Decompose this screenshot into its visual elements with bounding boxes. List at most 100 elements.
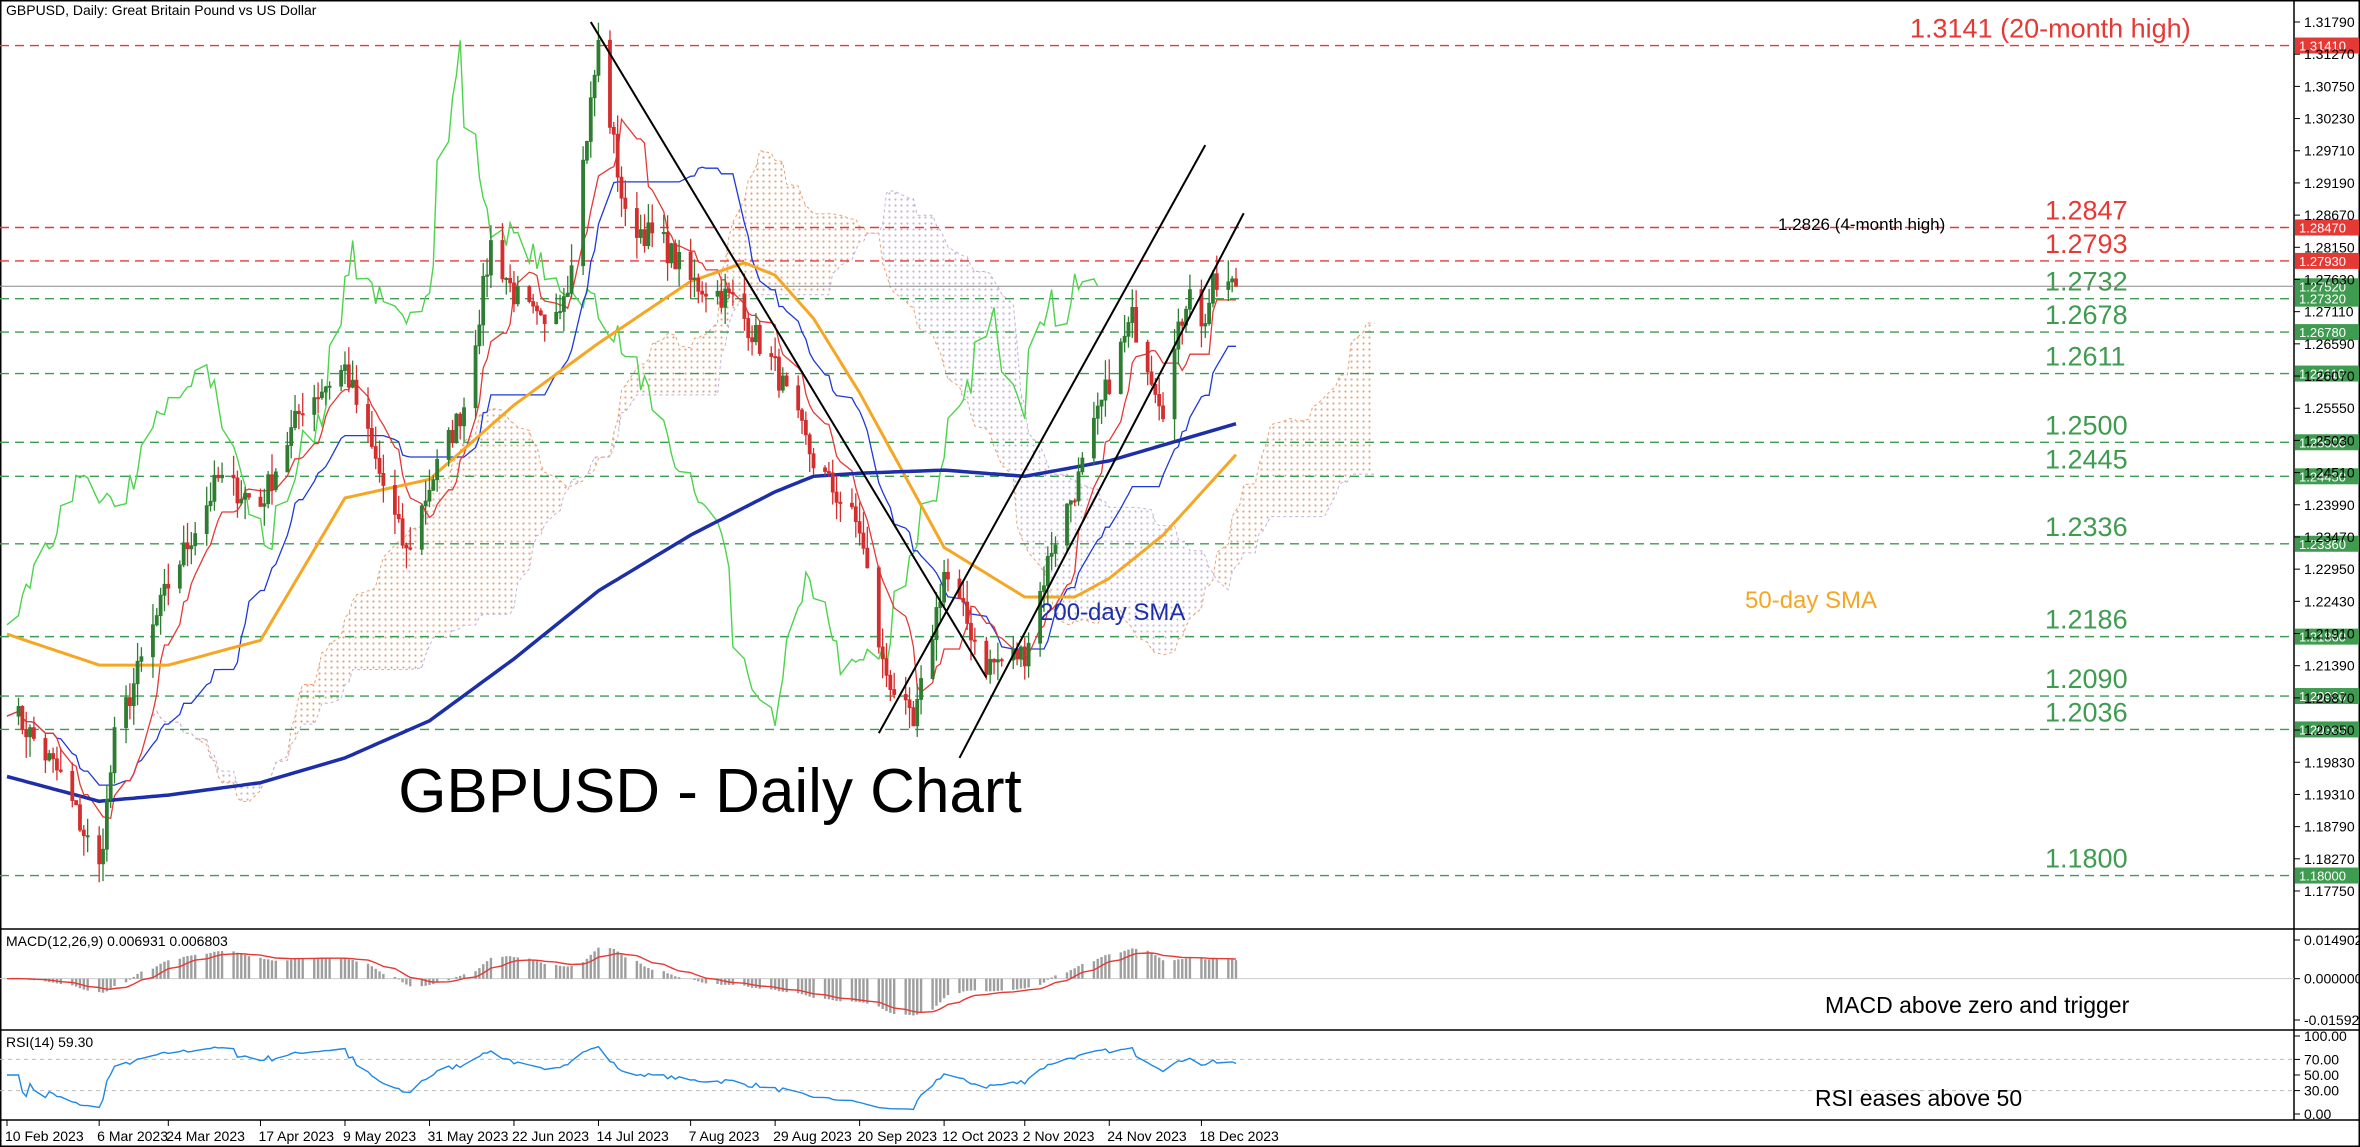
candle-down bbox=[1161, 405, 1165, 420]
cloud-segment bbox=[510, 420, 514, 615]
cloud-segment bbox=[886, 191, 891, 288]
candle-up bbox=[151, 624, 155, 658]
price-tick-label: 1.22430 bbox=[2304, 593, 2355, 609]
candle-up bbox=[515, 286, 520, 305]
cloud-segment bbox=[832, 213, 837, 274]
cloud-segment bbox=[1024, 404, 1029, 553]
date-tick-label: 12 Oct 2023 bbox=[942, 1128, 1018, 1144]
price-tick-label: 1.19830 bbox=[2304, 754, 2355, 770]
candle-down bbox=[216, 474, 221, 479]
cloud-segment bbox=[475, 415, 480, 625]
cloud-segment bbox=[940, 230, 945, 367]
cloud-segment bbox=[648, 344, 653, 395]
cloud-segment bbox=[529, 430, 534, 569]
candle-down bbox=[830, 472, 835, 493]
candle-up bbox=[565, 292, 570, 298]
candle-down bbox=[673, 243, 678, 270]
candle-up bbox=[181, 542, 186, 566]
candle-up bbox=[1230, 278, 1235, 283]
cloud-segment bbox=[1186, 541, 1190, 627]
candle-up bbox=[1080, 457, 1085, 473]
candle-down bbox=[377, 457, 382, 474]
date-tick-label: 22 Jun 2023 bbox=[512, 1128, 589, 1144]
price-tick-label: 1.18270 bbox=[2304, 851, 2355, 867]
cloud-segment bbox=[1013, 304, 1018, 527]
candle-up bbox=[85, 835, 90, 838]
candle-down bbox=[834, 491, 839, 503]
cloud-segment bbox=[1343, 374, 1348, 483]
candle-up bbox=[446, 429, 451, 460]
candle-down bbox=[800, 409, 804, 421]
cloud-segment bbox=[1266, 424, 1271, 525]
cloud-segment bbox=[959, 254, 964, 400]
level-price-tag-label: 1.24450 bbox=[2299, 469, 2346, 484]
candle-down bbox=[508, 278, 513, 284]
price-axis: 1.31790 1.31270 1.30750 1.30230 1.29710 1.291… bbox=[2294, 14, 2355, 899]
cloud-segment bbox=[245, 785, 249, 802]
level-label-1.28470: 1.2847 bbox=[2045, 195, 2128, 225]
price-tick-label: 1.20870 bbox=[2304, 690, 2355, 706]
candle-down bbox=[1145, 341, 1150, 373]
candle-down bbox=[43, 738, 48, 761]
cloud-segment bbox=[1255, 464, 1260, 553]
candle-up bbox=[723, 288, 728, 308]
candle-down bbox=[1214, 273, 1219, 290]
cloud-segment bbox=[990, 273, 995, 447]
cloud-segment bbox=[1159, 525, 1164, 655]
cloud-segment bbox=[1339, 374, 1344, 485]
candle-down bbox=[911, 707, 916, 727]
level-price-tag bbox=[2295, 219, 2359, 236]
candle-up bbox=[1045, 555, 1050, 587]
candle-down bbox=[512, 282, 516, 305]
candle-up bbox=[154, 615, 159, 626]
candle-down bbox=[527, 286, 532, 302]
candle-down bbox=[1157, 393, 1162, 407]
candle-down bbox=[634, 208, 639, 238]
cloud-segment bbox=[1020, 393, 1025, 545]
cloud-segment bbox=[1205, 555, 1210, 588]
cloud-segment bbox=[909, 198, 914, 308]
candle-up bbox=[1042, 585, 1046, 592]
candle-down bbox=[907, 699, 912, 709]
candle-up bbox=[1049, 552, 1054, 557]
cloud-segment bbox=[563, 484, 568, 495]
cloud-segment bbox=[802, 196, 806, 295]
level-label-1.26110: 1.2611 bbox=[2045, 342, 2126, 372]
cloud-segment bbox=[1262, 442, 1267, 532]
candle-down bbox=[185, 542, 190, 550]
cloud-segment bbox=[1017, 343, 1021, 537]
candle-up bbox=[1065, 503, 1069, 546]
senkou-span-b bbox=[152, 190, 1375, 786]
candle-down bbox=[861, 532, 866, 549]
level-label-1.31410: 1.3141 (20-month high) bbox=[1910, 14, 2191, 44]
candle-down bbox=[965, 601, 970, 624]
cloud-segment bbox=[690, 338, 695, 395]
candle-up bbox=[1026, 642, 1031, 667]
cloud-segment bbox=[905, 196, 910, 307]
cloud-segment bbox=[1001, 294, 1014, 476]
price-tick-label: 1.30750 bbox=[2304, 78, 2355, 94]
cloud-segment bbox=[1093, 489, 1098, 624]
macd-panel: 0.014902 0.000000 -0.015925 bbox=[0, 932, 2360, 1028]
candle-up bbox=[239, 498, 244, 504]
candle-down bbox=[58, 769, 63, 772]
candle-up bbox=[1099, 399, 1104, 407]
price-tick-label: 1.27110 bbox=[2304, 304, 2354, 320]
sma200-line bbox=[6, 422, 1237, 804]
candle-down bbox=[665, 232, 670, 264]
level-price-tag-label: 1.26110 bbox=[2299, 367, 2345, 382]
cloud-segment bbox=[368, 590, 372, 670]
cloud-segment bbox=[206, 738, 211, 759]
tenkan-sen-line bbox=[6, 117, 1236, 820]
cloud-segment bbox=[348, 600, 353, 683]
cloud-segment bbox=[947, 247, 960, 387]
candle-down bbox=[880, 646, 885, 660]
cloud-segment bbox=[464, 433, 476, 626]
price-tick-label: 1.22950 bbox=[2304, 561, 2355, 577]
candle-up bbox=[28, 727, 32, 738]
cloud-segment bbox=[705, 322, 718, 395]
cloud-segment bbox=[356, 590, 369, 670]
candle-down bbox=[1199, 289, 1204, 327]
cloud-segment bbox=[825, 213, 829, 295]
